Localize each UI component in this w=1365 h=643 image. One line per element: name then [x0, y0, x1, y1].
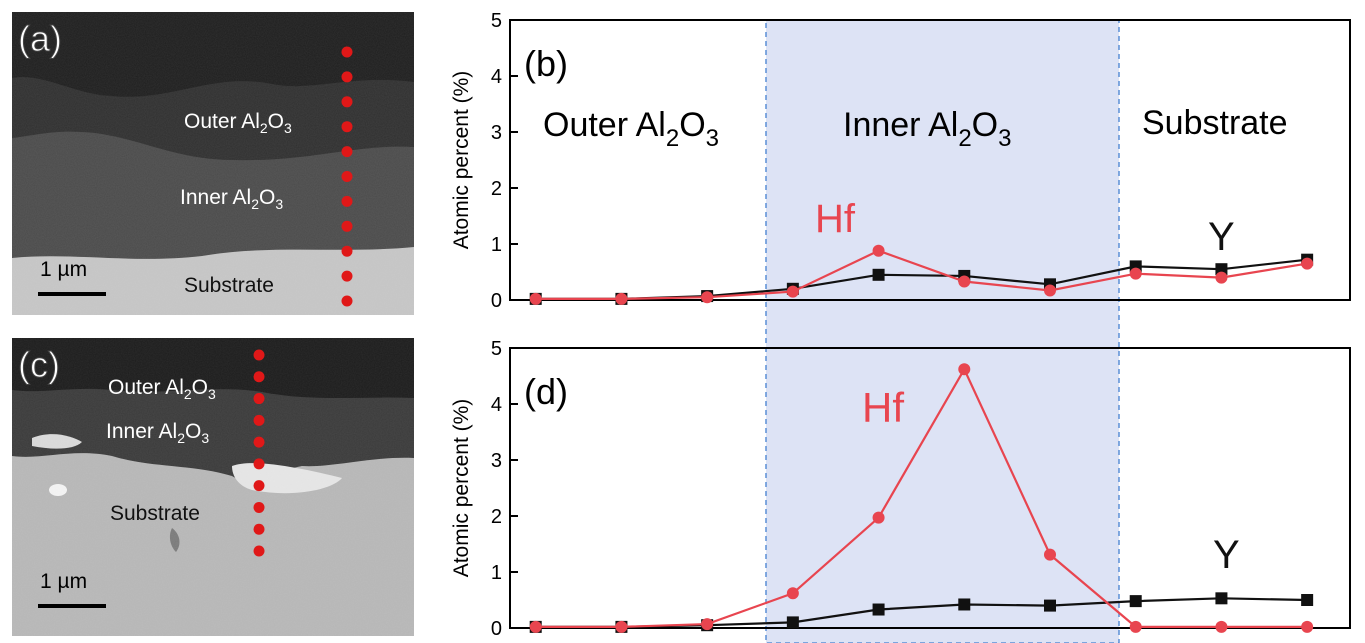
- data-point-hf: [1215, 271, 1228, 284]
- sem-c-scale-text: 1 µm: [40, 570, 88, 593]
- data-point-hf: [1044, 284, 1056, 297]
- data-point-y: [1215, 263, 1228, 276]
- probe-dot: [253, 349, 265, 361]
- panel-label-a: (a): [18, 18, 63, 60]
- sem-image-a: (a) Outer Al2O3 Inner Al2O3 Substrate 1 …: [12, 12, 414, 315]
- sem-c-inner-label: Inner Al2O3: [106, 420, 210, 447]
- data-point-hf: [786, 587, 799, 600]
- region-label-outer: Outer Al2O3: [543, 106, 719, 152]
- sem-a-outer-label: Outer Al2O3: [184, 110, 292, 137]
- probe-dot: [253, 436, 265, 448]
- probe-dot: [341, 220, 353, 232]
- data-point-hf: [701, 618, 714, 631]
- series-line-hf: [535, 366, 1308, 628]
- plot-frame: [509, 19, 1351, 301]
- data-point-hf: [872, 511, 885, 524]
- y-tick-label: 2: [491, 178, 502, 200]
- probe-dot: [253, 371, 265, 383]
- sem-a-scale-bar: [38, 292, 106, 296]
- data-point-y: [872, 603, 885, 616]
- data-point-hf: [1301, 620, 1314, 633]
- region-label-substrate: Substrate: [1142, 104, 1288, 142]
- data-point-hf: [615, 620, 628, 633]
- data-point-hf: [958, 275, 971, 288]
- data-point-hf: [958, 363, 971, 376]
- sem-c-substrate-label: Substrate: [110, 502, 200, 525]
- panel-label: (d): [524, 371, 568, 412]
- data-point-hf: [529, 292, 542, 305]
- panel-label-c: (c): [18, 344, 61, 386]
- sem-a-substrate-label: Substrate: [184, 274, 274, 297]
- series-label-y: Y: [1208, 215, 1235, 259]
- data-point-hf: [1215, 620, 1228, 633]
- data-point-y: [872, 268, 885, 281]
- probe-dot: [341, 96, 353, 108]
- probe-dot: [341, 295, 353, 307]
- series-line-hf: [535, 249, 1308, 300]
- chart-d: 0 1 2 3 4 5 Atomic percent (%) (d) Hf Y: [450, 338, 1351, 640]
- data-point-hf: [872, 244, 885, 257]
- sem-c-probe-dots: [253, 349, 265, 557]
- region-label-inner: Inner Al2O3: [843, 106, 1011, 152]
- data-point-y: [958, 598, 971, 611]
- series-label-y: Y: [1213, 533, 1240, 577]
- y-tick-label: 5: [491, 10, 502, 32]
- y-tick-label: 1: [491, 562, 502, 584]
- probe-dot: [341, 71, 353, 83]
- y-tick-label: 2: [491, 506, 502, 528]
- data-point-hf: [1044, 548, 1056, 561]
- sem-a-scale-text: 1 µm: [40, 258, 88, 281]
- data-point-y: [1044, 599, 1056, 612]
- probe-dot: [341, 245, 353, 257]
- chart-b: 0 1 2 3 4 5 Atomic percent (%) (b) Hf Y: [450, 10, 1351, 312]
- y-axis-label: Atomic percent (%): [450, 399, 473, 578]
- probe-dot: [341, 46, 353, 58]
- probe-dot: [341, 270, 353, 282]
- y-tick-label: 3: [491, 122, 502, 144]
- y-tick-label: 4: [491, 394, 502, 416]
- sem-c-scale-bar: [38, 604, 106, 608]
- series-label-hf: Hf: [862, 384, 904, 431]
- data-point-hf: [1129, 620, 1142, 633]
- inner-oxide-shade: [765, 19, 1120, 643]
- probe-dot: [253, 480, 265, 492]
- plot-frame: [509, 347, 1351, 629]
- y-tick-label: 0: [491, 618, 502, 640]
- probe-dot: [341, 171, 353, 182]
- probe-dot: [341, 121, 353, 133]
- y-axis-label: Atomic percent (%): [450, 71, 473, 250]
- data-point-hf: [1129, 267, 1142, 280]
- probe-dot: [253, 458, 265, 470]
- data-point-hf: [615, 292, 628, 305]
- probe-dot: [341, 195, 353, 207]
- probe-dot: [253, 523, 265, 535]
- probe-dot: [253, 414, 265, 426]
- panel-label: (b): [524, 43, 568, 84]
- y-tick-label: 0: [491, 290, 502, 312]
- data-point-hf: [701, 291, 714, 304]
- sem-a-inner-label: Inner Al2O3: [180, 186, 284, 213]
- probe-dot: [253, 393, 265, 405]
- data-point-y: [1215, 592, 1228, 605]
- data-point-y: [1301, 594, 1314, 606]
- y-tick-label: 3: [491, 450, 502, 472]
- y-tick-label: 1: [491, 234, 502, 256]
- data-point-hf: [1301, 257, 1314, 270]
- sem-image-a-layers: [12, 12, 414, 315]
- probe-dot: [341, 146, 353, 158]
- series-label-hf: Hf: [815, 197, 856, 241]
- data-point-y: [786, 616, 799, 629]
- sem-a-probe-dots: [341, 46, 353, 307]
- y-tick-label: 5: [491, 338, 502, 360]
- probe-dot: [253, 501, 265, 513]
- data-point-hf: [786, 285, 799, 298]
- probe-dot: [253, 545, 265, 557]
- sem-image-c-layers: [12, 338, 414, 636]
- sem-image-c: (c) Outer Al2O3 Inner Al2O3 Substrate 1 …: [12, 338, 414, 636]
- data-point-hf: [529, 620, 542, 633]
- sem-c-outer-label: Outer Al2O3: [108, 376, 216, 403]
- y-tick-label: 4: [491, 66, 502, 88]
- data-point-y: [1129, 595, 1142, 608]
